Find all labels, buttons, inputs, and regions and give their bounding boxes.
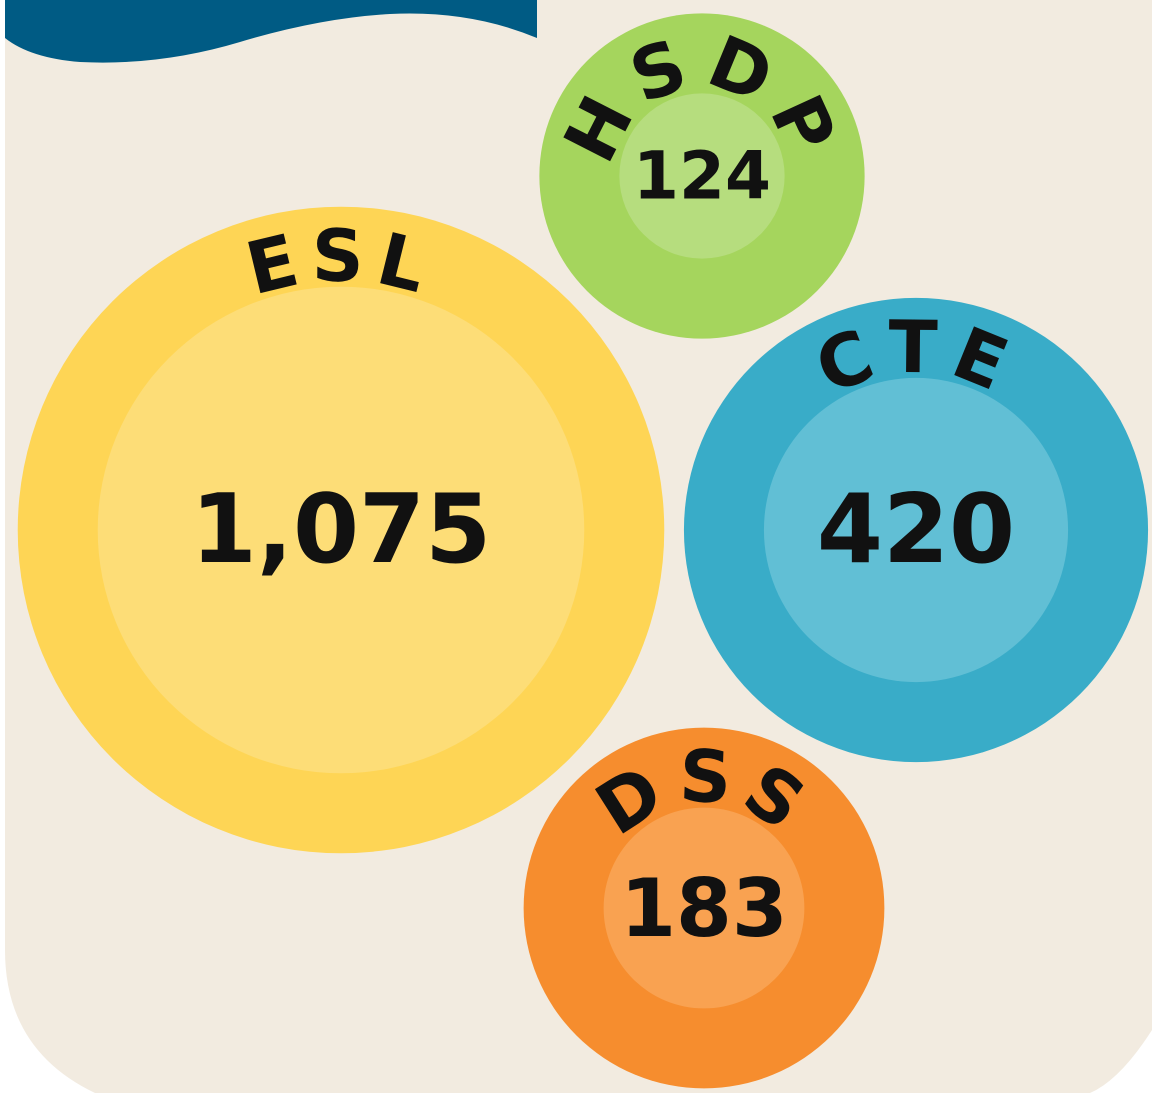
value-label: 124 [633, 138, 771, 215]
bubble-inner [619, 93, 785, 259]
bubble-inner [97, 286, 585, 774]
bubble-inner [763, 377, 1069, 683]
value-label: 183 [620, 861, 788, 955]
bubble-inner [603, 807, 805, 1009]
bubble-label: ESL [238, 214, 444, 312]
value-label: 420 [817, 475, 1015, 585]
header-wave [5, 0, 537, 63]
value-label: 1,075 [191, 475, 492, 585]
bubble-label-path: ESL [238, 214, 434, 312]
